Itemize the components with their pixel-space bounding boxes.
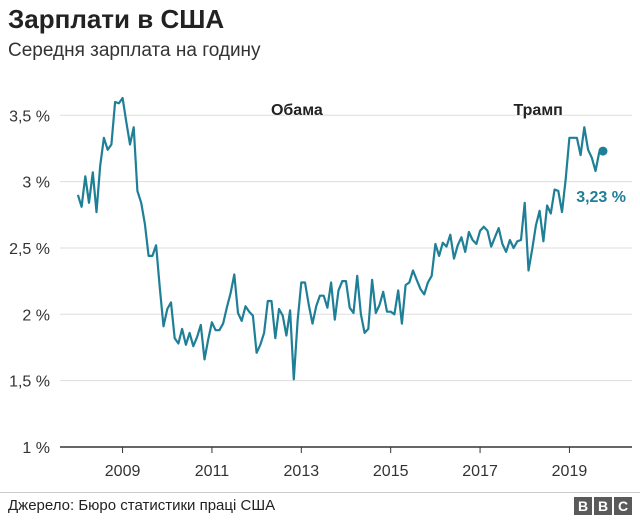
x-tick-label: 2013	[284, 463, 320, 480]
period-label: Обама	[271, 102, 323, 119]
chart-title: Зарплати в США	[8, 4, 225, 34]
y-tick-label: 3,5 %	[9, 108, 50, 125]
bbc-logo-letter-1: B	[574, 497, 592, 515]
period-label: Трамп	[513, 102, 562, 119]
bbc-logo: B B C	[574, 497, 632, 515]
wage-growth-line	[76, 96, 604, 381]
x-axis: 2009 2011 2013 2015 2017 2019	[60, 446, 632, 480]
source-note: Джерело: Бюро статистики праці США	[8, 497, 276, 514]
end-point-marker	[598, 146, 608, 156]
annotations: Обама Трамп	[271, 102, 563, 119]
series-layer: 3,23 %	[76, 96, 626, 381]
y-tick-label: 2,5 %	[9, 241, 50, 258]
bbc-logo-letter-2: B	[594, 497, 612, 515]
footer-divider	[0, 492, 640, 493]
y-tick-labels: 1 % 1,5 % 2 % 2,5 % 3 % 3,5 %	[9, 108, 50, 457]
y-tick-label: 3 %	[22, 175, 50, 192]
x-tick-label: 2009	[105, 463, 141, 480]
y-tick-label: 1,5 %	[9, 374, 50, 391]
x-tick-label: 2019	[552, 463, 588, 480]
y-gridlines	[60, 114, 632, 382]
chart-subtitle: Середня зарплата на годину	[8, 40, 261, 61]
y-tick-label: 1 %	[22, 440, 50, 457]
x-tick-label: 2015	[373, 463, 409, 480]
x-tick-label: 2017	[462, 463, 498, 480]
bbc-logo-letter-3: C	[614, 497, 632, 515]
x-tick-label: 2011	[195, 463, 230, 480]
line-chart: 1 % 1,5 % 2 % 2,5 % 3 % 3,5 % 2009 2011 2013 201…	[9, 96, 632, 480]
end-value-label: 3,23 %	[576, 189, 626, 206]
y-tick-label: 2 %	[22, 307, 50, 324]
